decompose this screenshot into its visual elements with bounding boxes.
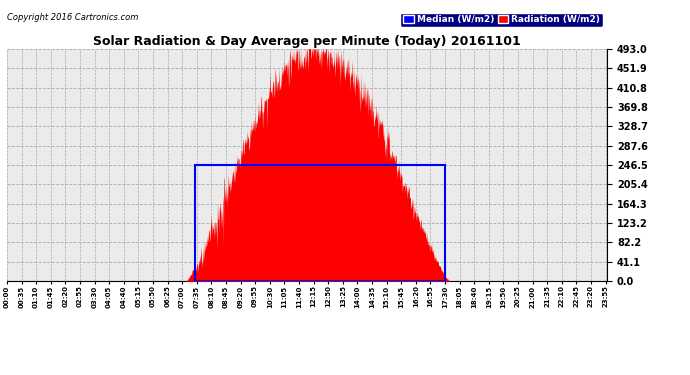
Bar	[195, 165, 445, 281]
Legend: Median (W/m2), Radiation (W/m2): Median (W/m2), Radiation (W/m2)	[400, 13, 602, 27]
Title: Solar Radiation & Day Average per Minute (Today) 20161101: Solar Radiation & Day Average per Minute…	[93, 34, 521, 48]
Text: Copyright 2016 Cartronics.com: Copyright 2016 Cartronics.com	[7, 13, 138, 22]
